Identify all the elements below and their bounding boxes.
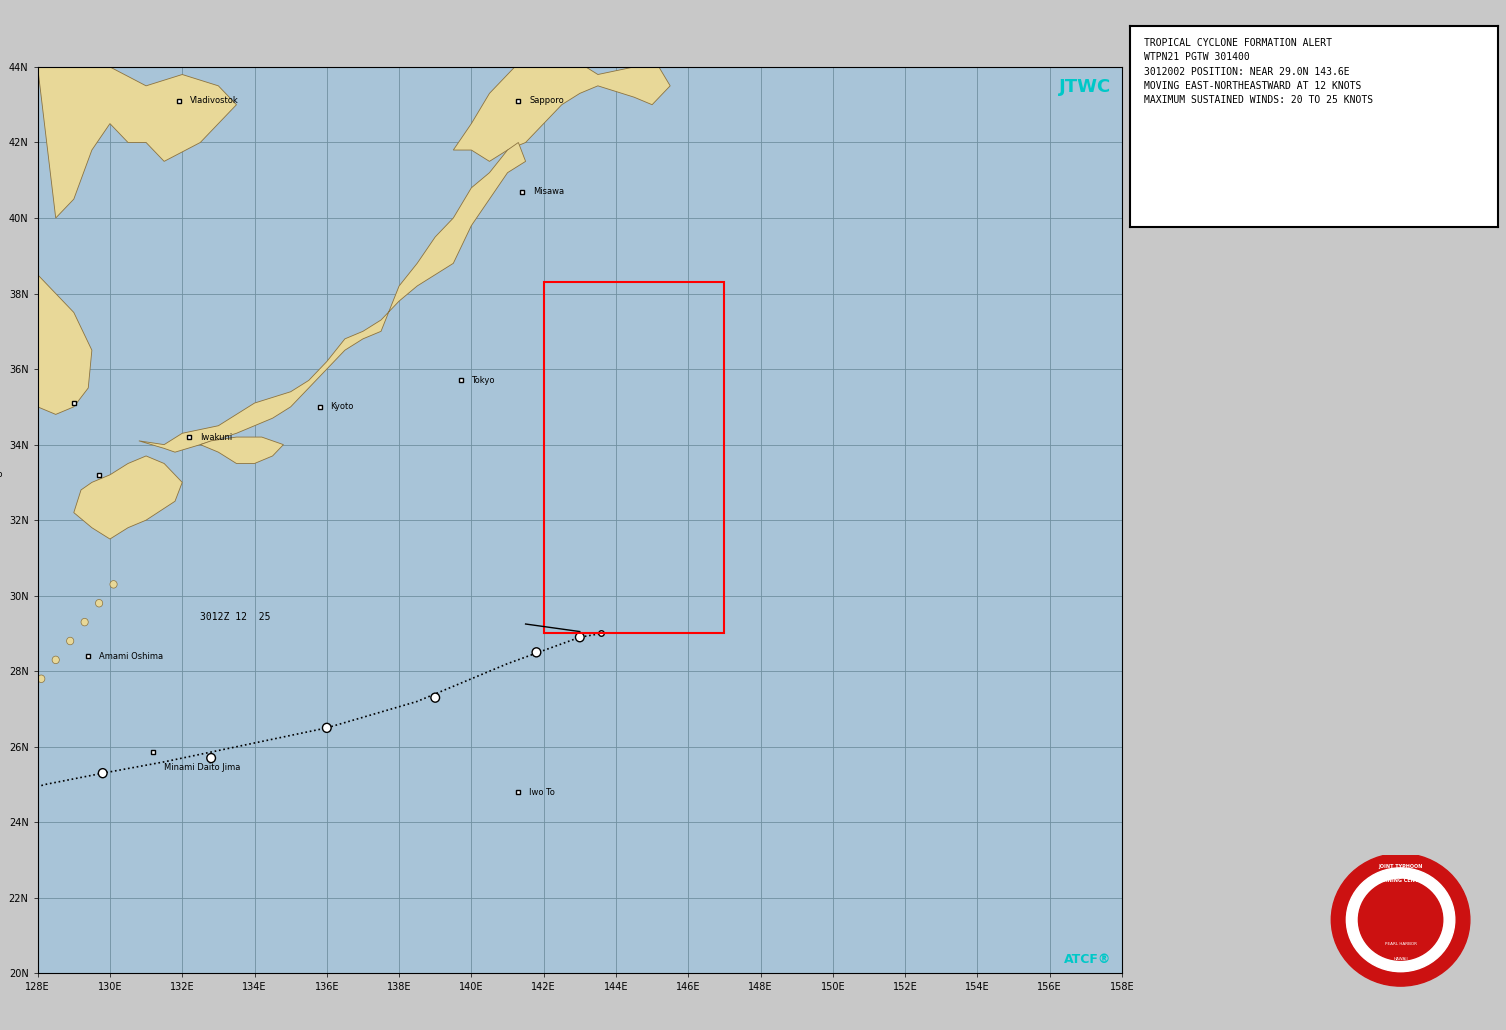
Circle shape [1358, 880, 1443, 960]
Text: Minami Daito Jima: Minami Daito Jima [164, 763, 241, 772]
Text: PEARL HARBOR: PEARL HARBOR [1384, 942, 1417, 947]
Text: ATCF®: ATCF® [1063, 953, 1111, 966]
Text: JOINT TYPHOON: JOINT TYPHOON [1378, 864, 1423, 869]
Polygon shape [139, 142, 526, 452]
Polygon shape [38, 67, 236, 218]
Text: Vladivostok: Vladivostok [190, 97, 238, 105]
Circle shape [1346, 868, 1455, 971]
Text: Tokyo: Tokyo [471, 376, 495, 385]
Circle shape [38, 675, 45, 683]
Circle shape [27, 694, 35, 701]
Text: WARNING CENTER: WARNING CENTER [1375, 879, 1426, 884]
Text: Amami Oshima: Amami Oshima [99, 652, 163, 660]
Text: Sapporo: Sapporo [529, 97, 563, 105]
Circle shape [532, 648, 541, 657]
Circle shape [1331, 854, 1470, 986]
Circle shape [575, 632, 584, 642]
Polygon shape [74, 456, 182, 539]
Polygon shape [0, 275, 92, 464]
Polygon shape [453, 48, 670, 162]
Circle shape [206, 754, 215, 762]
Text: Kyoto: Kyoto [330, 403, 354, 411]
Text: HAWAII: HAWAII [1393, 957, 1408, 961]
Text: Misawa: Misawa [533, 187, 563, 196]
Text: Sasebo: Sasebo [0, 471, 3, 479]
Circle shape [110, 581, 117, 588]
Circle shape [5, 728, 12, 735]
Text: TROPICAL CYCLONE FORMATION ALERT
WTPN21 PGTW 301400
3012002 POSITION: NEAR 29.0N: TROPICAL CYCLONE FORMATION ALERT WTPN21 … [1145, 38, 1373, 105]
Polygon shape [200, 437, 283, 464]
Text: JTWC: JTWC [1059, 78, 1111, 96]
Circle shape [66, 638, 74, 645]
Circle shape [53, 656, 59, 663]
Circle shape [95, 599, 102, 607]
Circle shape [322, 723, 331, 732]
Text: Iwakuni: Iwakuni [200, 433, 232, 442]
Circle shape [17, 713, 23, 720]
Circle shape [431, 693, 440, 702]
Text: Iwo To: Iwo To [529, 788, 556, 796]
Circle shape [81, 618, 89, 626]
Circle shape [98, 768, 107, 778]
Bar [544, 282, 724, 633]
Text: 3012Z 12  25: 3012Z 12 25 [200, 612, 271, 622]
